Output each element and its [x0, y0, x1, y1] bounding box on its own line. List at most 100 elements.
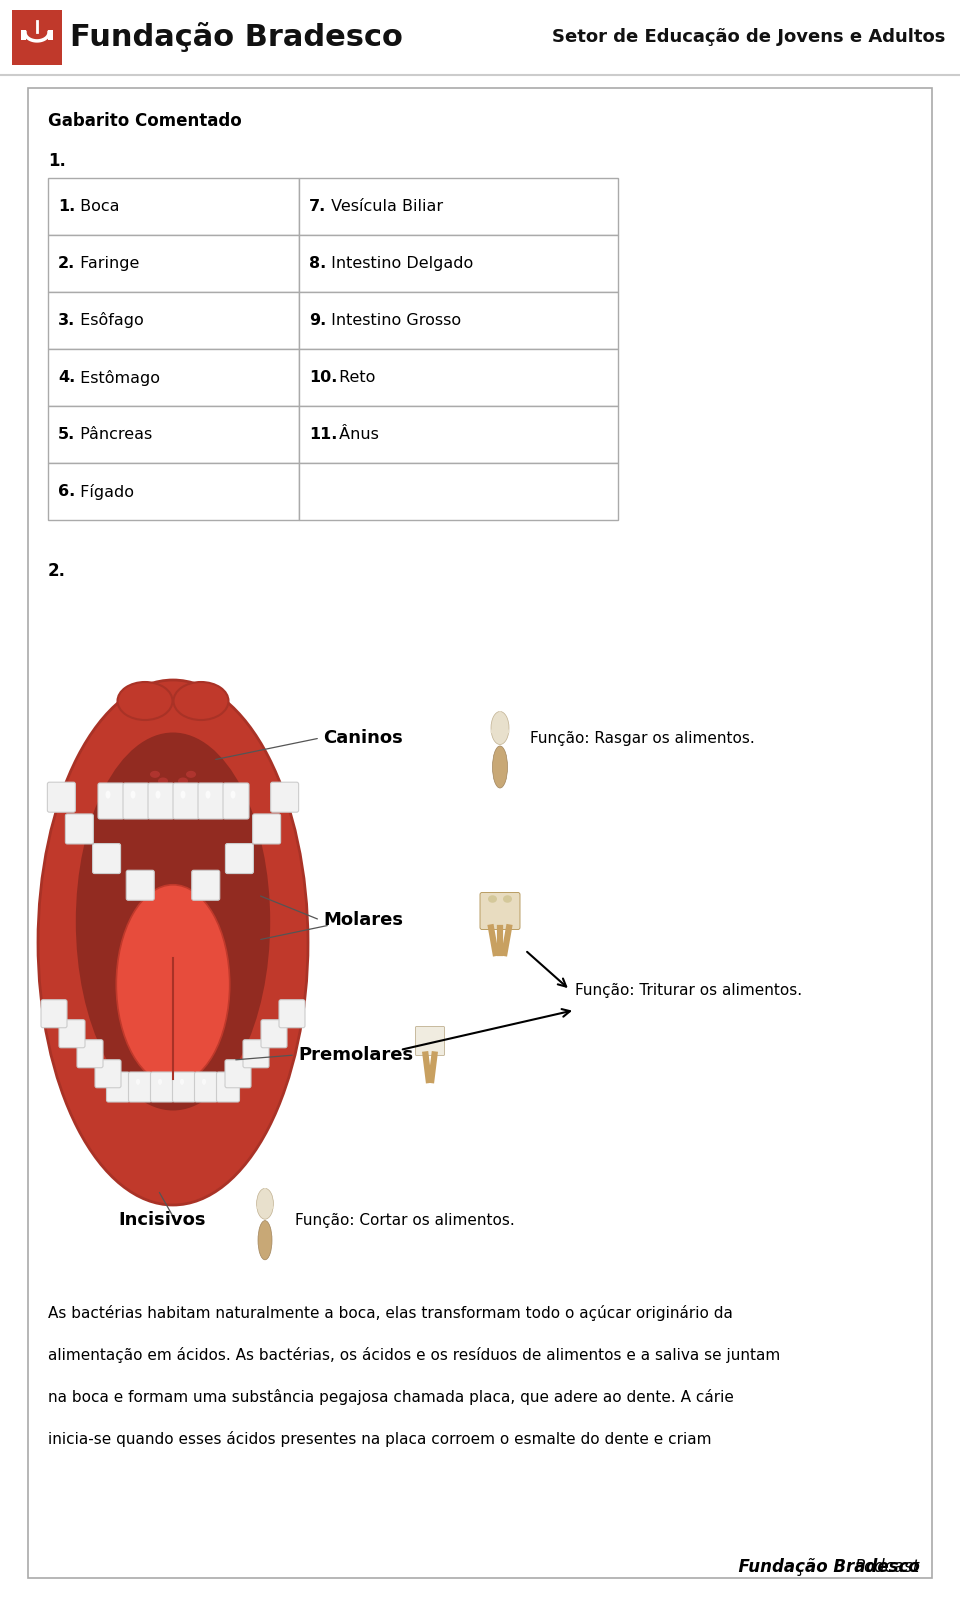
Text: Fundação Bradesco: Fundação Bradesco	[682, 1558, 920, 1576]
Text: Molares: Molares	[323, 910, 403, 928]
FancyBboxPatch shape	[192, 870, 220, 901]
FancyBboxPatch shape	[123, 782, 149, 820]
Ellipse shape	[258, 1220, 272, 1260]
Text: 7.: 7.	[309, 199, 326, 214]
FancyBboxPatch shape	[226, 844, 253, 873]
Text: 8.: 8.	[309, 256, 326, 271]
FancyBboxPatch shape	[59, 1019, 85, 1048]
Text: Intestino Delgado: Intestino Delgado	[325, 256, 473, 271]
Ellipse shape	[158, 1079, 162, 1085]
Bar	[299, 463, 618, 520]
Text: Gabarito Comentado: Gabarito Comentado	[48, 112, 242, 130]
FancyBboxPatch shape	[148, 782, 174, 820]
Ellipse shape	[202, 1079, 206, 1085]
FancyBboxPatch shape	[41, 1000, 67, 1027]
Ellipse shape	[224, 1079, 228, 1085]
Text: Fundação Bradesco: Fundação Bradesco	[70, 23, 403, 52]
Ellipse shape	[136, 1079, 140, 1085]
Ellipse shape	[38, 680, 308, 1205]
Bar	[299, 292, 618, 348]
FancyBboxPatch shape	[252, 813, 280, 844]
Text: Pâncreas: Pâncreas	[75, 428, 153, 442]
Bar	[299, 178, 618, 235]
Ellipse shape	[491, 711, 509, 745]
Text: 4.: 4.	[58, 369, 75, 386]
Text: 10.: 10.	[309, 369, 337, 386]
FancyBboxPatch shape	[195, 1072, 218, 1102]
Text: 5.: 5.	[58, 428, 75, 442]
Text: Caninos: Caninos	[323, 729, 403, 747]
Ellipse shape	[156, 791, 160, 799]
FancyBboxPatch shape	[279, 1000, 305, 1027]
FancyBboxPatch shape	[98, 782, 124, 820]
Text: Vesícula Biliar: Vesícula Biliar	[325, 199, 443, 214]
Ellipse shape	[158, 778, 168, 784]
Ellipse shape	[492, 745, 508, 787]
Text: na boca e formam uma substância pegajosa chamada placa, que adere ao dente. A cá: na boca e formam uma substância pegajosa…	[48, 1388, 733, 1405]
Ellipse shape	[106, 791, 110, 799]
Bar	[48, 348, 299, 407]
Text: Podcast: Podcast	[854, 1558, 920, 1576]
Ellipse shape	[180, 791, 185, 799]
Text: Fígado: Fígado	[75, 483, 134, 499]
Ellipse shape	[114, 1079, 118, 1085]
Text: Incisivos: Incisivos	[118, 1212, 205, 1230]
Text: 2.: 2.	[58, 256, 75, 271]
Text: 9.: 9.	[309, 313, 326, 327]
FancyBboxPatch shape	[77, 1040, 103, 1068]
Text: Reto: Reto	[334, 369, 375, 386]
Ellipse shape	[178, 778, 188, 784]
Ellipse shape	[117, 682, 173, 719]
Ellipse shape	[131, 791, 135, 799]
Ellipse shape	[180, 1079, 184, 1085]
Bar	[299, 407, 618, 463]
FancyBboxPatch shape	[225, 1059, 251, 1087]
FancyBboxPatch shape	[107, 1072, 130, 1102]
Bar	[48, 407, 299, 463]
FancyBboxPatch shape	[151, 1072, 174, 1102]
Text: alimentação em ácidos. As bactérias, os ácidos e os resíduos de alimentos e a sa: alimentação em ácidos. As bactérias, os …	[48, 1346, 780, 1362]
FancyBboxPatch shape	[127, 870, 155, 901]
Ellipse shape	[256, 1189, 274, 1220]
Bar	[21, 29, 26, 39]
Text: Ânus: Ânus	[334, 428, 379, 442]
FancyBboxPatch shape	[173, 1072, 196, 1102]
Text: Função: Rasgar os alimentos.: Função: Rasgar os alimentos.	[530, 731, 755, 745]
FancyBboxPatch shape	[129, 1072, 152, 1102]
FancyBboxPatch shape	[480, 893, 520, 930]
Bar	[299, 235, 618, 292]
Text: Premolares: Premolares	[298, 1047, 413, 1064]
FancyBboxPatch shape	[65, 813, 93, 844]
FancyBboxPatch shape	[95, 1059, 121, 1087]
Ellipse shape	[488, 896, 497, 902]
Ellipse shape	[174, 682, 228, 719]
Text: Boca: Boca	[75, 199, 119, 214]
FancyBboxPatch shape	[223, 782, 249, 820]
Ellipse shape	[186, 771, 196, 778]
Bar	[12, 10, 62, 65]
Ellipse shape	[503, 896, 512, 902]
Polygon shape	[491, 711, 509, 732]
Text: Intestino Grosso: Intestino Grosso	[325, 313, 461, 327]
FancyBboxPatch shape	[173, 782, 199, 820]
FancyBboxPatch shape	[47, 782, 76, 812]
Ellipse shape	[150, 771, 160, 778]
Text: inicia-se quando esses ácidos presentes na placa corroem o esmalte do dente e cr: inicia-se quando esses ácidos presentes …	[48, 1430, 711, 1447]
FancyBboxPatch shape	[261, 1019, 287, 1048]
FancyBboxPatch shape	[217, 1072, 239, 1102]
Bar	[48, 235, 299, 292]
Bar	[299, 348, 618, 407]
Text: Faringe: Faringe	[75, 256, 139, 271]
Text: 1.: 1.	[48, 152, 66, 170]
Text: 1.: 1.	[58, 199, 75, 214]
Text: 3.: 3.	[58, 313, 75, 327]
Text: Estômago: Estômago	[75, 369, 160, 386]
FancyBboxPatch shape	[271, 782, 299, 812]
Ellipse shape	[76, 732, 270, 1110]
Text: Função: Cortar os alimentos.: Função: Cortar os alimentos.	[295, 1212, 515, 1228]
Ellipse shape	[205, 791, 210, 799]
Bar	[48, 29, 53, 39]
Bar	[48, 463, 299, 520]
Text: As bactérias habitam naturalmente a boca, elas transformam todo o açúcar originá: As bactérias habitam naturalmente a boca…	[48, 1306, 732, 1320]
Ellipse shape	[230, 791, 235, 799]
